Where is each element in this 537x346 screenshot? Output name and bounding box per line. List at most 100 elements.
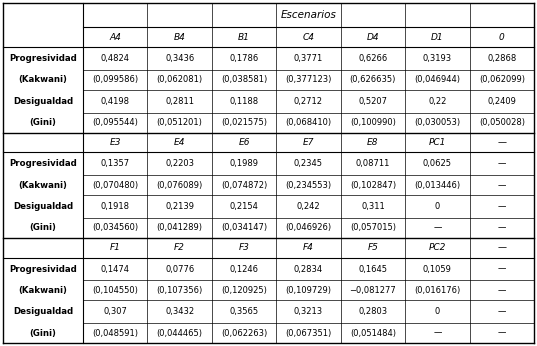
Text: (0,034147): (0,034147) [221, 224, 267, 233]
Text: F1: F1 [110, 243, 121, 252]
Text: D1: D1 [431, 33, 444, 42]
Text: 0,2139: 0,2139 [165, 202, 194, 211]
Text: B1: B1 [238, 33, 250, 42]
Text: 0,5207: 0,5207 [358, 97, 387, 106]
Text: —: — [498, 181, 506, 190]
Text: (0,234553): (0,234553) [286, 181, 331, 190]
Text: (0,046926): (0,046926) [286, 224, 331, 233]
Text: E7: E7 [303, 138, 314, 147]
Text: 0,3193: 0,3193 [423, 54, 452, 63]
Text: —: — [433, 329, 441, 338]
Text: —: — [497, 138, 506, 147]
Text: 0,22: 0,22 [428, 97, 447, 106]
Text: 0,2154: 0,2154 [230, 202, 258, 211]
Text: (0,051484): (0,051484) [350, 329, 396, 338]
Text: 0,242: 0,242 [296, 202, 320, 211]
Text: (0,095544): (0,095544) [92, 118, 138, 127]
Text: (0,044465): (0,044465) [157, 329, 202, 338]
Text: (Gini): (Gini) [30, 329, 56, 338]
Text: 0,1989: 0,1989 [230, 160, 259, 169]
Text: 0,2345: 0,2345 [294, 160, 323, 169]
Text: —: — [497, 243, 506, 252]
Text: 0,1786: 0,1786 [229, 54, 259, 63]
Text: (0,048591): (0,048591) [92, 329, 138, 338]
Text: PC2: PC2 [429, 243, 446, 252]
Text: (0,377123): (0,377123) [285, 75, 332, 84]
Text: Desigualdad: Desigualdad [13, 307, 73, 316]
Text: —: — [498, 265, 506, 274]
Text: E6: E6 [238, 138, 250, 147]
Text: 0: 0 [435, 202, 440, 211]
Text: 0,307: 0,307 [103, 307, 127, 316]
Text: (0,626635): (0,626635) [350, 75, 396, 84]
Text: (0,062081): (0,062081) [157, 75, 202, 84]
Text: (0,070480): (0,070480) [92, 181, 138, 190]
Text: 0,2409: 0,2409 [488, 97, 516, 106]
Text: 0,3432: 0,3432 [165, 307, 194, 316]
Text: —: — [433, 224, 441, 233]
Text: —: — [498, 286, 506, 295]
Text: (0,100990): (0,100990) [350, 118, 396, 127]
Text: (0,041289): (0,041289) [157, 224, 202, 233]
Text: 0,2803: 0,2803 [358, 307, 388, 316]
Text: (0,062099): (0,062099) [479, 75, 525, 84]
Text: (0,034560): (0,034560) [92, 224, 138, 233]
Text: E4: E4 [174, 138, 185, 147]
Text: F2: F2 [174, 243, 185, 252]
Text: (Gini): (Gini) [30, 224, 56, 233]
Text: 0,3771: 0,3771 [294, 54, 323, 63]
Text: 0,0776: 0,0776 [165, 265, 194, 274]
Text: (Kakwani): (Kakwani) [19, 75, 68, 84]
Text: (0,038581): (0,038581) [221, 75, 267, 84]
Text: (0,046944): (0,046944) [415, 75, 460, 84]
Text: (0,107356): (0,107356) [156, 286, 203, 295]
Text: 0,311: 0,311 [361, 202, 385, 211]
Text: Progresividad: Progresividad [9, 265, 77, 274]
Text: (0,021575): (0,021575) [221, 118, 267, 127]
Text: —: — [498, 160, 506, 169]
Text: (0,057015): (0,057015) [350, 224, 396, 233]
Text: (0,068410): (0,068410) [286, 118, 331, 127]
Text: —: — [498, 329, 506, 338]
Text: B4: B4 [173, 33, 186, 42]
Text: 0,1474: 0,1474 [101, 265, 130, 274]
Text: —: — [498, 202, 506, 211]
Text: D4: D4 [367, 33, 379, 42]
Text: (0,016176): (0,016176) [414, 286, 461, 295]
Text: (0,102847): (0,102847) [350, 181, 396, 190]
Text: 0: 0 [435, 307, 440, 316]
Text: (0,099586): (0,099586) [92, 75, 138, 84]
Text: 0,08711: 0,08711 [355, 160, 390, 169]
Text: (0,030053): (0,030053) [414, 118, 460, 127]
Text: (Gini): (Gini) [30, 118, 56, 127]
Text: 0: 0 [499, 33, 505, 42]
Text: PC1: PC1 [429, 138, 446, 147]
Text: F3: F3 [238, 243, 250, 252]
Text: F5: F5 [367, 243, 379, 252]
Text: 0,2834: 0,2834 [294, 265, 323, 274]
Text: 0,0625: 0,0625 [423, 160, 452, 169]
Text: 0,1246: 0,1246 [230, 265, 259, 274]
Text: Escenarios: Escenarios [280, 10, 337, 20]
Text: 0,1188: 0,1188 [229, 97, 259, 106]
Text: (Kakwani): (Kakwani) [19, 286, 68, 295]
Text: Progresividad: Progresividad [9, 160, 77, 169]
Text: (0,120925): (0,120925) [221, 286, 267, 295]
Text: F4: F4 [303, 243, 314, 252]
Text: 0,1059: 0,1059 [423, 265, 452, 274]
Text: —: — [498, 224, 506, 233]
Text: E3: E3 [110, 138, 121, 147]
Text: 0,1918: 0,1918 [101, 202, 130, 211]
Text: 0,2712: 0,2712 [294, 97, 323, 106]
Text: 0,3213: 0,3213 [294, 307, 323, 316]
Text: 0,2203: 0,2203 [165, 160, 194, 169]
Text: (0,013446): (0,013446) [414, 181, 460, 190]
Text: (0,050028): (0,050028) [479, 118, 525, 127]
Text: —: — [498, 307, 506, 316]
Text: 0,6266: 0,6266 [358, 54, 388, 63]
Text: 0,4198: 0,4198 [101, 97, 130, 106]
Text: 0,2811: 0,2811 [165, 97, 194, 106]
Text: 0,1645: 0,1645 [358, 265, 387, 274]
Text: A4: A4 [109, 33, 121, 42]
Text: (Kakwani): (Kakwani) [19, 181, 68, 190]
